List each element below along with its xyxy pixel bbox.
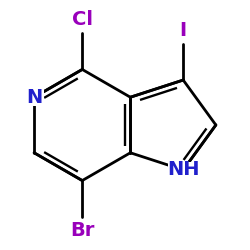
Text: Br: Br xyxy=(70,221,94,240)
Text: Cl: Cl xyxy=(72,10,93,29)
Bar xyxy=(168,162,198,178)
Text: I: I xyxy=(180,20,187,40)
Bar xyxy=(176,22,190,38)
Text: N: N xyxy=(26,88,42,107)
Bar xyxy=(70,10,95,28)
Bar xyxy=(24,89,44,106)
Bar xyxy=(68,222,96,240)
Text: NH: NH xyxy=(167,160,200,180)
